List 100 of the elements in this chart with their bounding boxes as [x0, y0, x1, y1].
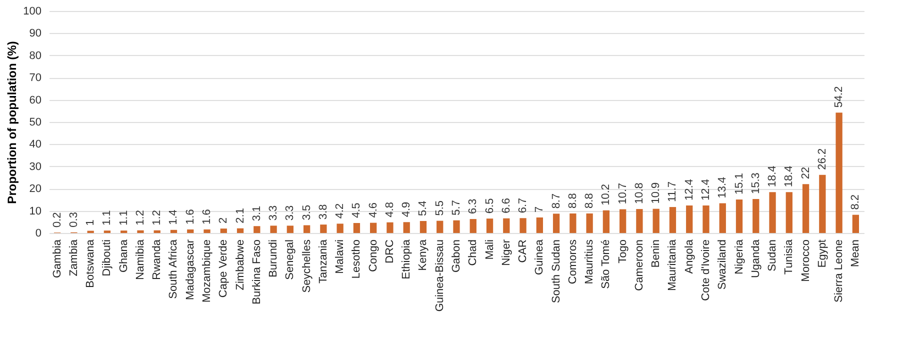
x-tick-label: Sudan [766, 240, 779, 272]
data-label: 18.4 [766, 166, 779, 188]
x-tick-label: Chad [467, 240, 480, 266]
bar [702, 205, 710, 233]
y-tick-label: 40 [29, 138, 42, 151]
x-tick-label: Lesotho [350, 240, 363, 279]
data-label: 18.4 [783, 166, 796, 188]
data-label: 1.6 [184, 209, 196, 224]
data-label: 10.7 [616, 182, 629, 204]
data-label: 1.6 [201, 209, 214, 224]
x-tick-label: Niger [500, 239, 512, 266]
data-label: 15.3 [750, 172, 762, 194]
x-tick-label: CAR [517, 239, 530, 263]
data-label: 8.8 [584, 193, 596, 208]
bar [370, 222, 377, 233]
bar [187, 229, 194, 233]
bar [736, 199, 743, 233]
data-label: 5.5 [434, 200, 446, 216]
data-label: 4.6 [367, 202, 380, 218]
bar [137, 230, 144, 233]
data-label: 1 [84, 220, 97, 226]
x-tick-label: Ghana [118, 238, 130, 273]
bar [353, 223, 360, 233]
data-label: 8.8 [566, 193, 579, 208]
x-tick-label: South Africa [168, 238, 180, 299]
bar [386, 222, 394, 233]
data-label: 12.4 [683, 179, 696, 200]
y-tick-label: 90 [29, 28, 42, 40]
x-tick-label: Congo [367, 240, 380, 272]
bar [320, 224, 327, 233]
data-label: 3.3 [284, 205, 296, 221]
x-tick-label: DRC [384, 239, 396, 264]
bar [620, 209, 626, 233]
bar [236, 228, 244, 233]
y-axis-title: Proportion of population (%) [5, 41, 20, 204]
bar [154, 230, 160, 233]
data-label: 11.7 [666, 181, 679, 202]
x-tick-label: Cape Verde [218, 240, 230, 298]
x-tick-label: Swaziland [716, 240, 729, 290]
bar [602, 210, 610, 233]
data-label: 6.7 [517, 198, 530, 214]
bar [270, 226, 277, 233]
bar [819, 174, 826, 233]
x-tick-label: Zambia [68, 238, 80, 276]
x-tick-label: Cameroon [633, 240, 646, 291]
x-tick-label: Comoros [566, 239, 579, 284]
bar [802, 184, 810, 233]
x-tick-label: Egypt [816, 240, 828, 268]
data-label: 3.8 [317, 204, 330, 220]
data-label: 3.5 [300, 204, 313, 220]
x-tick-label: Mean [850, 240, 862, 268]
x-tick-label: Malawi [334, 240, 346, 274]
x-tick-label: Sierra Leone [833, 240, 846, 302]
bar [669, 207, 676, 233]
y-tick-label: 70 [29, 72, 42, 84]
bar [286, 226, 294, 233]
x-tick-label: Morocco [800, 240, 812, 282]
x-tick-label: Seychelles [300, 239, 313, 293]
data-label: 12.4 [700, 179, 712, 200]
bar [486, 218, 494, 233]
data-label: 54.2 [833, 86, 846, 108]
bar [769, 192, 776, 233]
bar [552, 214, 560, 233]
x-tick-label: Gambia [51, 238, 64, 278]
data-label: 0.3 [68, 212, 80, 228]
bar [586, 213, 593, 233]
bar [336, 224, 344, 233]
x-tick-label: Ethiopia [400, 238, 413, 280]
x-tick-label: South Sudan [550, 240, 562, 304]
data-label: 6.5 [484, 198, 496, 214]
data-label: 2.1 [234, 208, 246, 224]
data-label: 4.8 [384, 202, 396, 218]
x-tick-label: Zimbabwe [234, 240, 246, 290]
data-label: 0.2 [51, 212, 64, 228]
bar [852, 214, 860, 233]
x-tick-label: Namibia [134, 238, 146, 280]
x-tick-label: Cote d'Ivoire [700, 240, 712, 301]
data-label: 10.2 [600, 184, 612, 206]
bar [303, 225, 310, 233]
data-label: 4.5 [350, 202, 363, 218]
data-label: 4.2 [334, 203, 346, 219]
bar [520, 218, 526, 233]
bar [403, 222, 410, 233]
bar [220, 228, 227, 233]
bar [420, 221, 427, 233]
bar [453, 220, 460, 233]
data-label: 1.1 [101, 210, 114, 226]
x-tick-label: Guinea-Bissau [434, 240, 446, 312]
x-tick-label: Tunisia [783, 238, 796, 275]
x-tick-label: Gabon [450, 240, 462, 273]
data-label: 5.7 [450, 200, 462, 216]
data-label: 1.4 [168, 210, 180, 225]
x-tick-label: Burundi [268, 240, 280, 278]
x-tick-label: Tanzania [317, 238, 330, 284]
x-tick-label: Guinea [534, 238, 546, 275]
data-label: 22 [800, 166, 812, 180]
x-tick-label: Madagascar [184, 239, 196, 300]
y-tick-label: 100 [23, 6, 42, 18]
bar [536, 217, 543, 233]
data-label: 2 [218, 217, 230, 224]
